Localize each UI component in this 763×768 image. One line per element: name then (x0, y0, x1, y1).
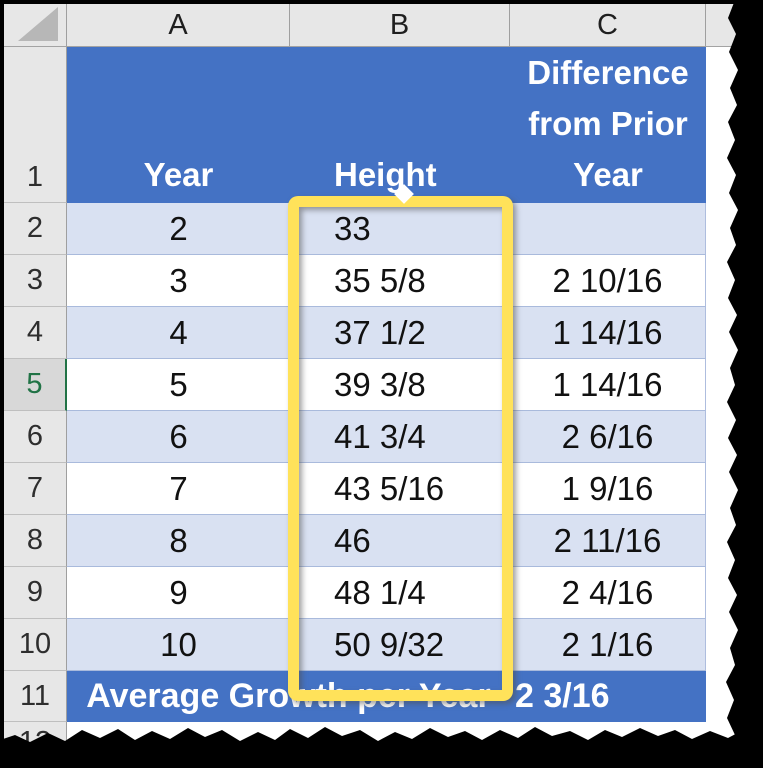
cell-a10[interactable]: 10 (67, 619, 290, 671)
cell-a4[interactable]: 4 (67, 307, 290, 359)
row-header-4[interactable]: 4 (4, 307, 67, 359)
column-header-b[interactable]: B (290, 4, 510, 46)
row-header-12[interactable]: 12 (4, 722, 67, 762)
cell-a2[interactable]: 2 (67, 203, 290, 255)
table-row: 8 8 46 2 11/16 (4, 515, 763, 567)
table-row: 4 4 37 1/2 1 14/16 (4, 307, 763, 359)
cell-b2[interactable]: 33 (290, 203, 510, 255)
cell-b1-height-header[interactable]: Height (290, 47, 510, 203)
cell-c11-average-growth-value[interactable]: 2 3/16 (510, 671, 706, 722)
cell-b10[interactable]: 50 9/32 (290, 619, 510, 671)
cell-b7[interactable]: 43 5/16 (290, 463, 510, 515)
table-row: 10 10 50 9/32 2 1/16 (4, 619, 763, 671)
cell-c2[interactable] (510, 203, 706, 255)
select-all-button[interactable] (4, 4, 67, 46)
cell-a1-year-header[interactable]: Year (67, 47, 290, 203)
cell-c9[interactable]: 2 4/16 (510, 567, 706, 619)
cell-a6[interactable]: 6 (67, 411, 290, 463)
table-row: 9 9 48 1/4 2 4/16 (4, 567, 763, 619)
frame-top-border (0, 0, 763, 4)
cell-c5[interactable]: 1 14/16 (510, 359, 706, 411)
cell-b4[interactable]: 37 1/2 (290, 307, 510, 359)
select-all-triangle-icon (18, 7, 58, 41)
row-header-6[interactable]: 6 (4, 411, 67, 463)
cell-b3[interactable]: 35 5/8 (290, 255, 510, 307)
spreadsheet: A B C 1 Year Height Difference from Prio… (4, 4, 763, 762)
table-row: 5 5 39 3/8 1 14/16 (4, 359, 763, 411)
table-row: 6 6 41 3/4 2 6/16 (4, 411, 763, 463)
row-header-9[interactable]: 9 (4, 567, 67, 619)
row-header-2[interactable]: 2 (4, 203, 67, 255)
column-header-a[interactable]: A (67, 4, 290, 46)
column-header-c[interactable]: C (510, 4, 706, 46)
row-header-1[interactable]: 1 (4, 47, 67, 203)
cell-c8[interactable]: 2 11/16 (510, 515, 706, 567)
highlight-box (288, 196, 513, 701)
partial-row: 12 (4, 722, 763, 762)
cell-b6[interactable]: 41 3/4 (290, 411, 510, 463)
cell-c10[interactable]: 2 1/16 (510, 619, 706, 671)
column-header-filler (706, 4, 763, 46)
row-header-7[interactable]: 7 (4, 463, 67, 515)
table-row: 7 7 43 5/16 1 9/16 (4, 463, 763, 515)
cell-c1-diff-header[interactable]: Difference from Prior Year (510, 47, 706, 203)
cell-b5[interactable]: 39 3/8 (290, 359, 510, 411)
row-header-10[interactable]: 10 (4, 619, 67, 671)
cell-a9[interactable]: 9 (67, 567, 290, 619)
cell-a8[interactable]: 8 (67, 515, 290, 567)
table-row: 2 2 33 (4, 203, 763, 255)
cell-c3[interactable]: 2 10/16 (510, 255, 706, 307)
table-header-row: 1 Year Height Difference from Prior Year (4, 47, 763, 203)
row-header-11[interactable]: 11 (4, 671, 67, 722)
row-header-3[interactable]: 3 (4, 255, 67, 307)
cell-a3[interactable]: 3 (67, 255, 290, 307)
row-header-8[interactable]: 8 (4, 515, 67, 567)
row-header-5-selected[interactable]: 5 (4, 359, 67, 411)
cell-b9[interactable]: 48 1/4 (290, 567, 510, 619)
cell-c4[interactable]: 1 14/16 (510, 307, 706, 359)
cell-c6[interactable]: 2 6/16 (510, 411, 706, 463)
frame-left-border (0, 0, 4, 768)
cell-a7[interactable]: 7 (67, 463, 290, 515)
cell-c7[interactable]: 1 9/16 (510, 463, 706, 515)
cell-a5[interactable]: 5 (67, 359, 290, 411)
table-row: 3 3 35 5/8 2 10/16 (4, 255, 763, 307)
column-header-strip: A B C (4, 4, 763, 47)
cell-b8[interactable]: 46 (290, 515, 510, 567)
